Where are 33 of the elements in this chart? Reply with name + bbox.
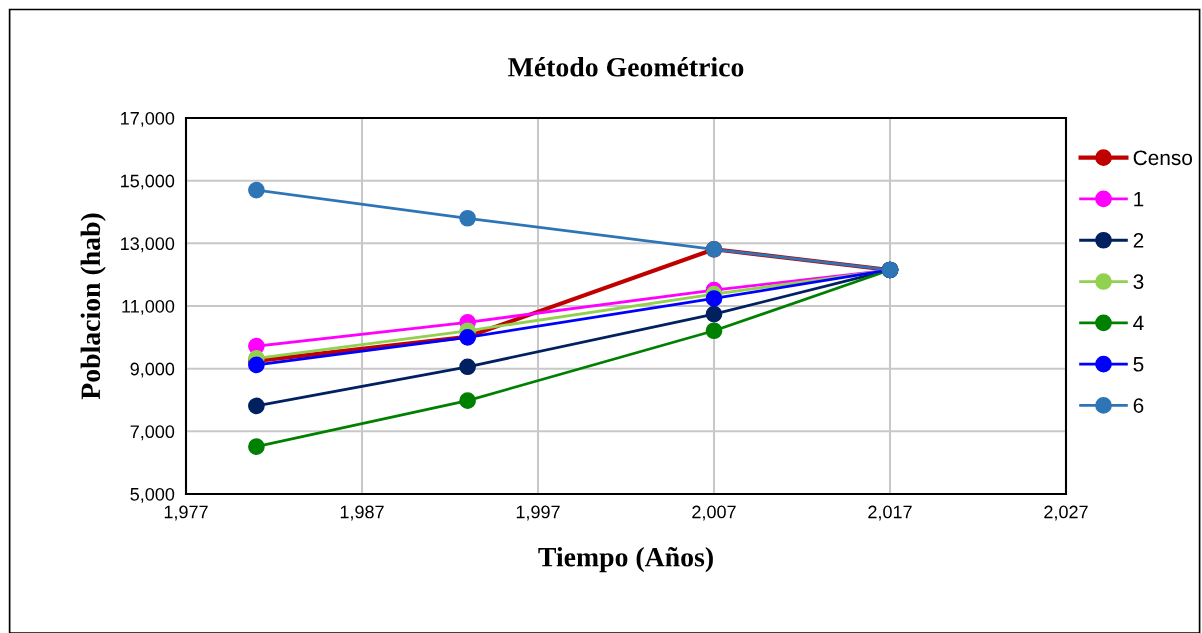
point xyxy=(459,358,476,376)
chart-title: Método Geométrico xyxy=(508,57,744,77)
point xyxy=(248,438,265,456)
legend-label: 2 xyxy=(1133,232,1144,248)
legend-label: 6 xyxy=(1133,398,1144,413)
point xyxy=(459,392,476,409)
legend-label: 3 xyxy=(1133,274,1144,290)
y-tick-label: 7,000 xyxy=(130,425,175,441)
x-tick-label: 1,987 xyxy=(340,505,384,521)
point xyxy=(248,356,265,374)
y-tick-label: 13,000 xyxy=(121,237,175,253)
point xyxy=(705,290,723,307)
y-tick-label: 9,000 xyxy=(130,362,175,378)
point xyxy=(705,322,723,340)
x-axis-title: Tiempo (Años) xyxy=(538,546,713,573)
y-axis-title: Poblacion (hab) xyxy=(80,213,106,400)
y-tick-label: 5,000 xyxy=(130,487,175,503)
x-tick-label: 2,007 xyxy=(692,505,736,521)
x-tick-label: 1,977 xyxy=(164,505,208,521)
point xyxy=(248,181,265,199)
x-tick-label: 2,017 xyxy=(868,505,912,521)
legend-label: Censo xyxy=(1133,150,1193,166)
point xyxy=(705,305,723,323)
legend-label: 4 xyxy=(1133,315,1144,331)
point xyxy=(459,209,476,227)
y-tick-label: 15,000 xyxy=(121,174,175,190)
legend-label: 5 xyxy=(1133,357,1144,372)
x-tick-label: 1,997 xyxy=(516,505,560,521)
point xyxy=(248,397,265,415)
x-tick-label: 2,027 xyxy=(1044,505,1088,521)
legend-label: 1 xyxy=(1134,191,1144,207)
y-tick-label: 11,000 xyxy=(122,299,175,315)
y-tick-label: 17,000 xyxy=(121,111,175,127)
